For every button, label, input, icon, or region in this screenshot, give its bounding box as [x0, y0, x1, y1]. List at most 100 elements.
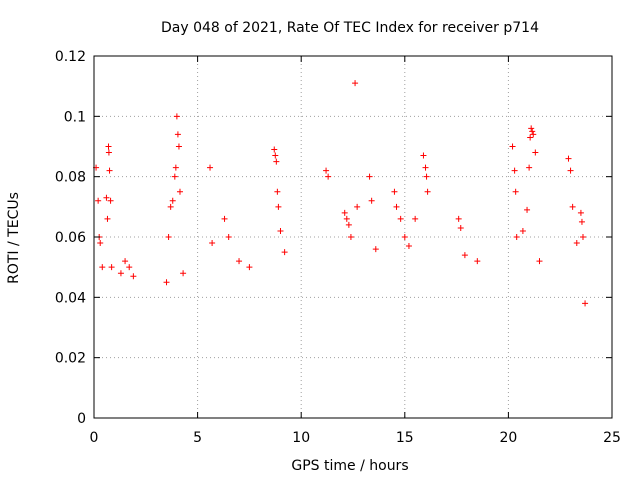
data-point	[117, 270, 124, 277]
data-point	[173, 113, 180, 120]
data-point	[207, 164, 214, 171]
data-point	[412, 215, 419, 222]
data-point	[461, 252, 468, 259]
data-point	[271, 146, 278, 153]
data-point	[424, 188, 431, 195]
data-point	[272, 152, 279, 159]
data-point	[225, 234, 232, 240]
y-tick-label: 0.08	[55, 170, 86, 186]
x-tick-label: 20	[499, 430, 517, 446]
chart-title: Day 048 of 2021, Rate Of TEC Index for r…	[161, 20, 539, 36]
y-tick-label: 0.12	[55, 49, 86, 65]
data-point	[122, 258, 129, 265]
data-point	[165, 234, 172, 240]
data-point	[174, 131, 181, 138]
data-point	[401, 234, 408, 240]
data-point	[221, 215, 228, 222]
data-points	[93, 80, 589, 307]
data-point	[372, 246, 379, 253]
data-point	[95, 197, 102, 204]
data-point	[512, 188, 519, 195]
data-point	[176, 188, 183, 195]
y-axis-label: ROTI / TECUs	[6, 192, 22, 284]
data-point	[341, 209, 348, 216]
data-point	[169, 197, 176, 204]
data-point	[345, 221, 352, 228]
data-point	[457, 224, 464, 231]
data-point	[273, 158, 280, 165]
data-point	[405, 243, 412, 250]
data-point	[236, 258, 243, 265]
data-point	[509, 143, 516, 150]
data-point	[511, 167, 518, 174]
data-point	[167, 203, 174, 210]
data-point	[529, 128, 536, 135]
x-tick-label: 0	[90, 430, 99, 446]
data-point	[323, 167, 330, 174]
data-point	[524, 206, 531, 213]
data-point	[281, 249, 288, 256]
data-point	[579, 234, 586, 240]
data-point	[569, 203, 576, 210]
data-point	[391, 188, 398, 195]
data-point	[577, 209, 584, 216]
data-point	[325, 173, 332, 180]
y-tick-label: 0.1	[64, 109, 86, 125]
data-point	[171, 173, 178, 180]
axis-ticks: 0 5 10 15 20 25 0 0.02 0.04 0.06 0.08 0.1 0.12	[55, 49, 621, 446]
data-point	[526, 164, 533, 171]
data-point	[108, 264, 115, 271]
data-point	[565, 155, 572, 162]
data-point	[104, 215, 111, 222]
data-point	[347, 234, 354, 240]
x-tick-label: 15	[396, 430, 414, 446]
data-point	[130, 273, 137, 280]
data-point	[106, 167, 113, 174]
data-point	[474, 258, 481, 265]
data-point	[209, 240, 216, 247]
data-point	[573, 240, 580, 247]
data-point	[175, 143, 182, 150]
data-point	[354, 203, 361, 210]
data-point	[105, 149, 112, 156]
data-point	[567, 167, 574, 174]
data-point	[103, 194, 110, 201]
data-point	[532, 149, 539, 156]
data-point	[343, 215, 350, 222]
data-point	[528, 125, 535, 132]
y-tick-label: 0.02	[55, 351, 86, 367]
data-point	[530, 131, 537, 138]
data-point	[97, 240, 104, 247]
data-point	[420, 152, 427, 159]
x-tick-label: 5	[193, 430, 202, 446]
data-point	[422, 164, 429, 171]
data-point	[519, 227, 526, 234]
data-point	[274, 188, 281, 195]
data-point	[277, 227, 284, 234]
data-point	[423, 173, 430, 180]
data-point	[126, 264, 133, 271]
data-point	[527, 134, 534, 141]
data-point	[368, 197, 375, 204]
data-point	[352, 80, 359, 87]
data-point	[172, 164, 179, 171]
data-point	[107, 197, 114, 204]
data-point	[246, 264, 253, 271]
data-point	[536, 258, 543, 265]
data-point	[163, 279, 170, 286]
data-point	[582, 300, 589, 307]
data-point	[105, 143, 112, 150]
data-point	[578, 218, 585, 225]
data-point	[393, 203, 400, 210]
y-tick-label: 0.06	[55, 230, 86, 246]
x-axis-label: GPS time / hours	[291, 458, 408, 474]
data-point	[180, 270, 187, 277]
data-point	[99, 264, 106, 271]
data-point	[397, 215, 404, 222]
data-point	[513, 234, 520, 240]
data-point	[455, 215, 462, 222]
x-tick-label: 10	[292, 430, 310, 446]
data-point	[275, 203, 282, 210]
y-tick-label: 0	[77, 411, 86, 427]
